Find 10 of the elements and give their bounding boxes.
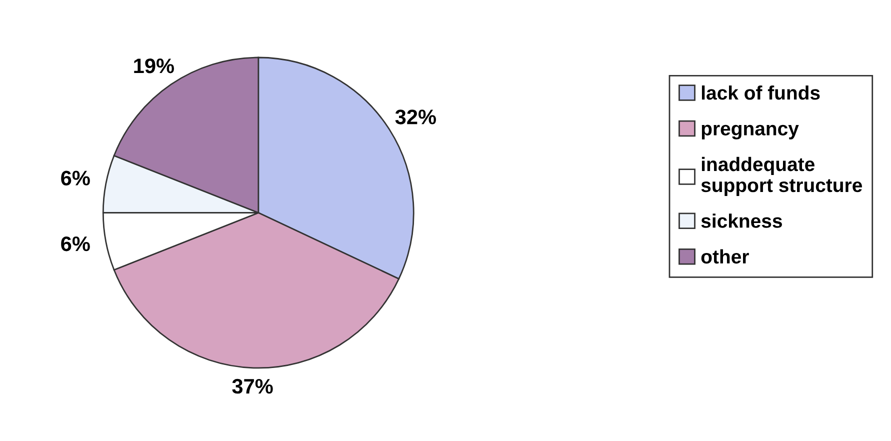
legend-label: pregnancy bbox=[702, 124, 799, 140]
legend-label: inaddequate support structure bbox=[701, 156, 862, 196]
legend-label: lack of funds bbox=[702, 85, 820, 100]
data-label: 37% bbox=[232, 378, 273, 394]
legend-label: other bbox=[701, 249, 749, 264]
data-label: 19% bbox=[134, 58, 174, 74]
data-label: 6% bbox=[61, 170, 90, 186]
data-label: 32% bbox=[395, 110, 436, 124]
legend-label: sickness bbox=[701, 214, 782, 228]
data-label: 6% bbox=[61, 236, 90, 252]
